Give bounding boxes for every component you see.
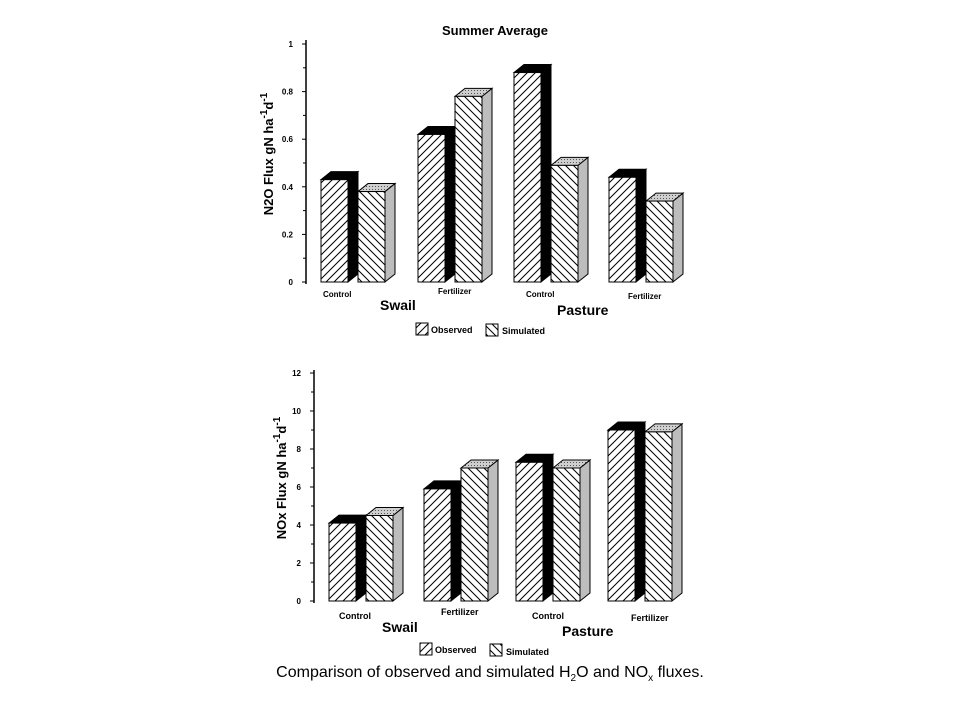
- legend-label-simulated: Simulated: [506, 647, 549, 657]
- y-axis-ticks: 0 0.2 0.4 0.6 0.8 1: [282, 40, 306, 287]
- y-tick-label: 8: [297, 445, 302, 454]
- bar-side-face: [634, 420, 646, 603]
- figure-caption: Comparison of observed and simulated H2O…: [276, 664, 704, 685]
- y-tick-label: 0: [297, 597, 302, 606]
- bar-side-face: [450, 479, 462, 603]
- bar-simulated-2: [549, 156, 590, 284]
- legend-swatch-observed: [415, 322, 429, 336]
- bar-front-face: [645, 200, 674, 283]
- y-tick-label: 0.8: [282, 88, 294, 97]
- legend-label-observed: Observed: [431, 325, 473, 335]
- legend-swatch-simulated: [489, 643, 503, 657]
- bar-side-face: [671, 422, 683, 603]
- chart-title: Summer Average: [442, 23, 548, 38]
- bar-side-face: [392, 506, 404, 603]
- x-category-label: Fertilizer: [441, 607, 479, 617]
- y-tick-label: 1: [289, 40, 294, 49]
- nox-chart: NOx Flux gN ha-1d-1 0 2 4 6 8 10 12 Control Fer…: [272, 369, 684, 657]
- bar-side-face: [355, 514, 367, 603]
- figure: Summer Average N2O Flux gN ha-1d-1 00.20…: [259, 23, 685, 657]
- legend-label-observed: Observed: [435, 645, 477, 655]
- y-tick-label: 10: [292, 407, 301, 416]
- y-tick-label: 2: [297, 559, 302, 568]
- group-label-pasture: Pasture: [562, 623, 614, 639]
- group-label-swail: Swail: [380, 297, 416, 313]
- x-axis-labels: Control Fertilizer Control Fertilizer: [339, 607, 669, 623]
- bar-front-face: [454, 95, 483, 283]
- bar-simulated-1: [453, 87, 494, 284]
- legend-swatch-observed: [419, 642, 433, 656]
- legend-label-simulated: Simulated: [502, 326, 545, 336]
- group-label-swail: Swail: [382, 619, 418, 635]
- x-category-label: Fertilizer: [631, 613, 669, 623]
- bar-observed-1: [416, 125, 457, 284]
- bar-side-face: [487, 458, 499, 603]
- bar-simulated-1: [459, 458, 500, 603]
- bars: [327, 420, 684, 603]
- bar-front-face: [460, 467, 489, 602]
- legend: Observed Simulated: [415, 322, 545, 337]
- bar-side-face: [635, 168, 647, 284]
- bar-observed-2: [514, 453, 555, 603]
- y-tick-label: 6: [297, 483, 302, 492]
- bar-observed-0: [327, 514, 368, 603]
- bar-front-face: [513, 72, 542, 283]
- bar-simulated-3: [643, 422, 684, 603]
- x-category-label: Control: [339, 611, 371, 621]
- bar-side-face: [542, 453, 554, 603]
- y-tick-label: 0: [289, 278, 294, 287]
- bar-side-face: [579, 458, 591, 603]
- group-label-pasture: Pasture: [557, 302, 609, 318]
- bar-front-face: [328, 522, 357, 602]
- y-axis-label: N2O Flux gN ha-1d-1: [259, 92, 276, 215]
- x-category-label: Control: [532, 611, 564, 621]
- bar-side-face: [444, 125, 456, 284]
- bar-observed-1: [422, 479, 463, 603]
- bar-front-face: [644, 431, 673, 602]
- bar-simulated-0: [364, 506, 405, 603]
- y-tick-label: 0.2: [282, 230, 294, 239]
- y-tick-label: 0.6: [282, 135, 294, 144]
- bar-front-face: [607, 429, 636, 602]
- x-category-label: Control: [526, 290, 554, 299]
- bar-front-face: [357, 191, 386, 283]
- bar-observed-0: [319, 170, 360, 284]
- y-tick-label: 0.4: [282, 183, 294, 192]
- y-tick-label: 12: [292, 369, 301, 378]
- bar-observed-3: [607, 168, 648, 284]
- bar-front-face: [608, 176, 637, 283]
- legend: Observed Simulated: [419, 642, 549, 657]
- bar-front-face: [550, 164, 579, 283]
- bar-front-face: [320, 179, 349, 283]
- bar-simulated-3: [644, 192, 685, 284]
- bar-side-face: [347, 170, 359, 284]
- bar-front-face: [515, 461, 544, 602]
- bar-side-face: [481, 87, 493, 284]
- y-axis-ticks: 0 2 4 6 8 10 12: [292, 369, 314, 606]
- bar-simulated-0: [356, 182, 397, 284]
- bar-side-face: [384, 182, 396, 284]
- bar-observed-2: [512, 63, 553, 284]
- x-category-label: Fertilizer: [628, 292, 661, 301]
- bar-front-face: [423, 488, 452, 602]
- bar-side-face: [540, 63, 552, 284]
- x-category-label: Fertilizer: [438, 287, 471, 296]
- bar-side-face: [672, 192, 684, 284]
- bar-front-face: [552, 467, 581, 602]
- bar-observed-3: [606, 420, 647, 603]
- y-axis-label: NOx Flux gN ha-1d-1: [272, 416, 289, 539]
- bars: [319, 63, 685, 284]
- bar-front-face: [417, 133, 446, 283]
- bar-front-face: [365, 515, 394, 602]
- n2o-chart: Summer Average N2O Flux gN ha-1d-1 00.20…: [259, 23, 685, 337]
- bar-simulated-2: [551, 458, 592, 603]
- x-axis-labels: Control Fertilizer Control Fertilizer: [323, 287, 661, 301]
- legend-swatch-simulated: [485, 323, 499, 337]
- y-tick-label: 4: [297, 521, 302, 530]
- bar-side-face: [577, 156, 589, 284]
- x-category-label: Control: [323, 290, 351, 299]
